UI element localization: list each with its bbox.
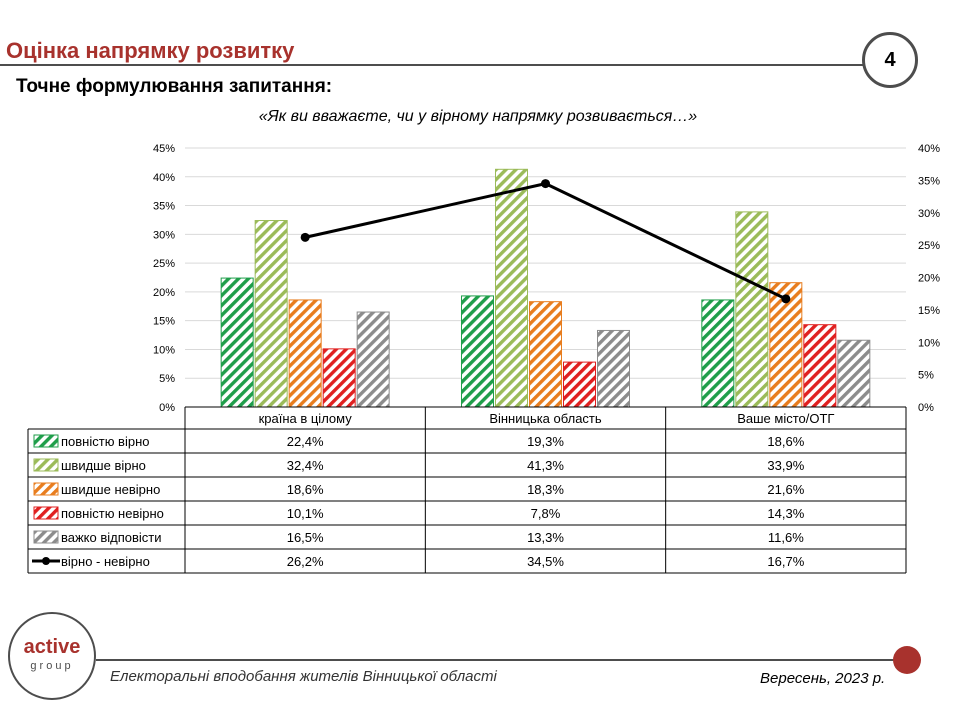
legend-label: вірно - невірно: [61, 554, 150, 569]
y-tick-label: 5%: [159, 373, 175, 385]
question-text: «Як ви вважаєте, чи у вірному напрямку р…: [258, 108, 698, 125]
y-tick-label: 30%: [153, 229, 175, 241]
logo-sub-text: group: [30, 660, 74, 672]
y2-tick-label: 40%: [918, 143, 940, 155]
y2-tick-label: 20%: [918, 273, 940, 285]
bar-line-chart: 0% 5% 10% 15% 20% 25% 30% 35% 40% 45% 0% 5% 10% 15% 20…: [27, 143, 940, 574]
data-label: 21,6%: [767, 482, 804, 497]
footer-divider: [96, 659, 906, 661]
bar: [495, 168, 528, 408]
title-divider: [0, 64, 868, 66]
data-label: 16,7%: [767, 554, 804, 569]
data-label: 26,2%: [287, 554, 324, 569]
data-label: 18,6%: [767, 434, 804, 449]
footer-date: Вересень, 2023 р.: [760, 670, 886, 687]
category-label: Ваше місто/ОТГ: [737, 411, 834, 426]
legend-swatch: [33, 506, 59, 520]
legend-label: швидше вірно: [61, 458, 146, 473]
data-label: 10,1%: [287, 506, 324, 521]
company-logo: active group: [8, 612, 96, 700]
data-label: 32,4%: [287, 458, 324, 473]
line-point: [300, 232, 310, 242]
line-point: [541, 179, 550, 189]
y-tick-label: 20%: [153, 287, 175, 299]
footer-dot-decoration: [893, 646, 921, 674]
y-tick-label: 40%: [153, 172, 175, 184]
bar: [563, 361, 596, 408]
data-label: 19,3%: [527, 434, 564, 449]
legend-label: швидше невірно: [61, 482, 160, 497]
data-label: 7,8%: [531, 506, 561, 521]
legend-label: важко відповісти: [61, 530, 162, 545]
bar: [837, 339, 871, 408]
bar: [769, 282, 803, 408]
bar: [735, 211, 769, 408]
y-tick-label: 25%: [153, 258, 175, 270]
footer-caption: Електоральні вподобання жителів Вінницьк…: [110, 668, 497, 685]
question-label: Точне формулювання запитання:: [16, 76, 333, 97]
page-title: Оцінка напрямку розвитку: [6, 38, 295, 63]
legend-swatch: [33, 482, 59, 496]
y2-tick-label: 0%: [918, 402, 934, 414]
y-tick-label: 45%: [153, 143, 175, 155]
y-tick-label: 35%: [153, 201, 175, 213]
y-tick-label: 15%: [153, 316, 175, 328]
y2-tick-label: 10%: [918, 337, 940, 349]
bar: [461, 295, 494, 408]
bar: [803, 324, 837, 408]
bar: [597, 329, 630, 408]
bar: [220, 277, 254, 408]
data-label: 16,5%: [287, 530, 324, 545]
line-point: [781, 294, 791, 304]
page-number-badge: 4: [862, 32, 918, 88]
bar: [254, 220, 288, 408]
legend-swatch: [33, 434, 59, 448]
legend-label: повністю вірно: [61, 434, 150, 449]
category-label: країна в цілому: [259, 411, 353, 426]
page-number: 4: [884, 48, 896, 71]
bar: [701, 299, 735, 408]
bar: [529, 301, 562, 408]
bar: [288, 299, 322, 408]
data-label: 13,3%: [527, 530, 564, 545]
bar: [356, 311, 390, 408]
data-label: 33,9%: [767, 458, 804, 473]
data-label: 11,6%: [768, 530, 804, 545]
data-label: 34,5%: [527, 554, 564, 569]
legend-label: повністю невірно: [61, 506, 164, 521]
legend-line-marker: [42, 557, 50, 565]
y2-tick-label: 35%: [918, 175, 940, 187]
y-tick-label: 10%: [153, 344, 175, 356]
y-tick-label: 0%: [159, 402, 175, 414]
data-label: 18,6%: [287, 482, 324, 497]
y2-tick-label: 25%: [918, 240, 940, 252]
bar: [322, 348, 356, 408]
data-label: 41,3%: [527, 458, 564, 473]
category-label: Вінницька область: [489, 411, 602, 426]
line-series: [304, 182, 787, 301]
y2-tick-label: 30%: [918, 208, 940, 220]
legend-swatch: [33, 458, 59, 472]
logo-main-text: active: [23, 636, 81, 658]
data-label: 14,3%: [767, 506, 804, 521]
legend-swatch: [33, 530, 59, 544]
y2-tick-label: 5%: [918, 370, 934, 382]
data-label: 22,4%: [287, 434, 324, 449]
data-label: 18,3%: [527, 482, 564, 497]
y2-tick-label: 15%: [918, 305, 940, 317]
